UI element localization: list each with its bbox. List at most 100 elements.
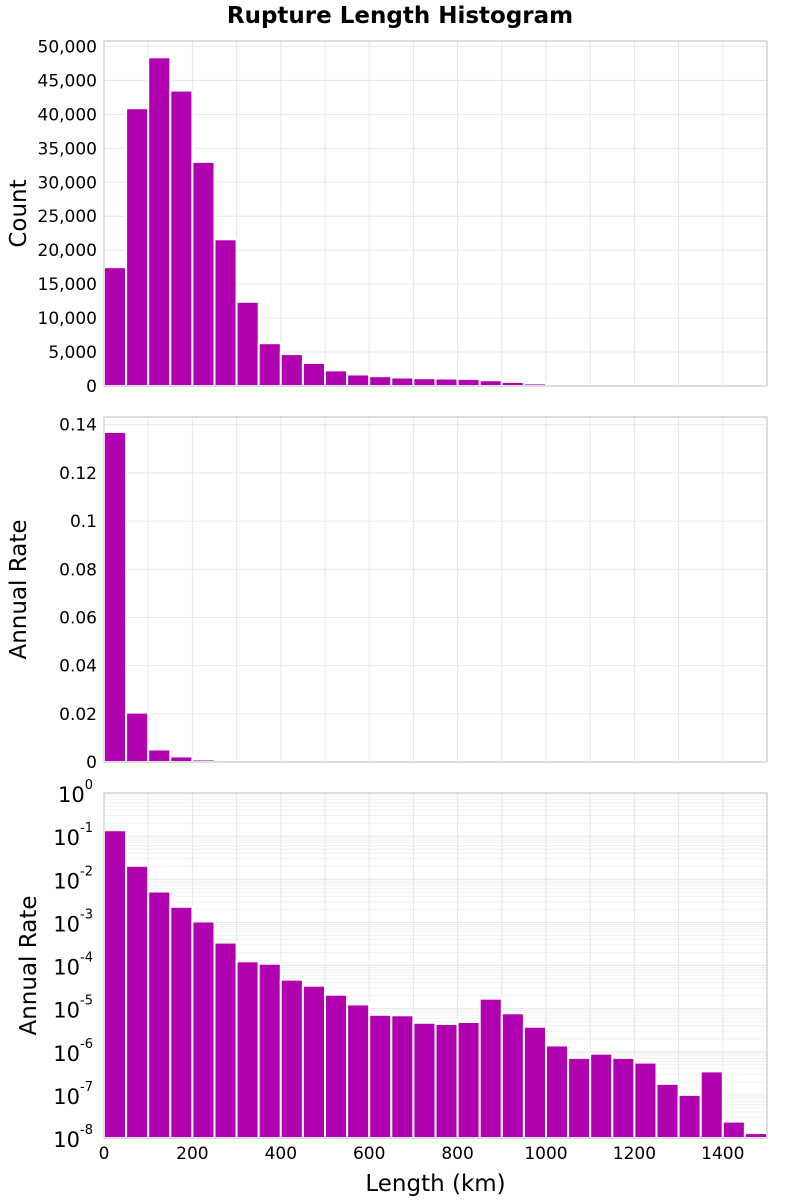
histogram-bar (279, 978, 304, 1140)
y-tick-label: 10-4 (53, 951, 93, 980)
histogram-bar (235, 960, 260, 1139)
histogram-bar (500, 1012, 525, 1140)
y-tick-label: 25,000 (38, 207, 97, 227)
histogram-bar (545, 1044, 570, 1140)
histogram-bar (169, 905, 194, 1140)
histogram-bar (279, 353, 304, 388)
histogram-bar (257, 962, 282, 1140)
histogram-bar (456, 1020, 481, 1139)
count-histogram-panel: 0 5,000 10,000 15,000 20,000 25,000 30,000 35,0… (6, 37, 769, 397)
histogram-bar (235, 300, 260, 388)
histogram-bar (346, 373, 371, 387)
histogram-bar (213, 238, 238, 387)
histogram-bar (721, 1120, 746, 1140)
x-tick-label: 600 (353, 1144, 385, 1164)
chart-title: Rupture Length Histogram (227, 3, 573, 29)
y-tick-label: 10-7 (53, 1080, 93, 1109)
histogram-bar (191, 160, 216, 387)
y-tick-label: 10-6 (53, 1037, 93, 1066)
histogram-bar (213, 941, 238, 1139)
histogram-bar (500, 380, 525, 388)
histogram-bar (191, 920, 216, 1139)
y-tick-label: 0.08 (59, 560, 97, 580)
histogram-bar (301, 984, 326, 1139)
histogram-bar (589, 1052, 614, 1139)
y-axis-title: Annual Rate (16, 896, 42, 1036)
histogram-bar (434, 1023, 459, 1139)
y-tick-label: 15,000 (38, 275, 97, 295)
x-tick-label: 1000 (524, 1144, 567, 1164)
histogram-bar (434, 377, 459, 388)
histogram-bar (412, 1021, 437, 1140)
histogram-bar (456, 377, 481, 387)
histogram-bar (346, 1003, 371, 1139)
y-tick-label: 30,000 (38, 173, 97, 193)
x-tick-label: 800 (441, 1144, 473, 1164)
histogram-bar (390, 376, 415, 388)
x-tick-label: 0 (99, 1144, 110, 1164)
histogram-bar (324, 369, 349, 387)
histogram-bar (125, 711, 150, 763)
plot-frame (103, 792, 768, 1139)
plot-frame (103, 40, 768, 387)
y-tick-label: 0.12 (59, 464, 97, 484)
histogram-bar (633, 1061, 658, 1139)
y-tick-label: 100 (58, 778, 93, 807)
x-tick-label: 400 (265, 1144, 297, 1164)
histogram-bar (147, 56, 172, 387)
y-tick-label: 20,000 (38, 241, 97, 261)
y-axis-title: Annual Rate (6, 520, 32, 660)
histogram-bar (125, 107, 150, 387)
histogram-bar (147, 748, 172, 763)
y-tick-label: 10-2 (53, 864, 93, 893)
histogram-bar (169, 89, 194, 387)
histogram-bar (368, 1013, 393, 1139)
y-tick-label: 10-3 (53, 907, 93, 936)
y-tick-label: 40,000 (38, 105, 97, 125)
histogram-bar (301, 361, 326, 388)
histogram-bar (699, 1070, 724, 1140)
y-tick-label: 0 (86, 753, 97, 773)
y-tick-label: 10-5 (53, 994, 93, 1023)
histogram-bar (169, 755, 194, 764)
histogram-bar (478, 997, 503, 1139)
y-tick-label: 0.02 (59, 705, 97, 725)
histogram-bar (611, 1056, 636, 1140)
annual-rate-log-panel: 100 10-1 10-2 10-3 10-4 10-5 10-6 10-7 10-8 0 200 4… (16, 778, 769, 1197)
x-tick-label: 1200 (613, 1144, 656, 1164)
y-tick-label: 0.1 (70, 512, 97, 532)
y-tick-label: 0.06 (59, 608, 97, 628)
histogram-bar (478, 379, 503, 387)
histogram-bar (412, 377, 437, 388)
y-tick-label: 0 (86, 377, 97, 397)
histogram-bar (743, 1132, 769, 1139)
histogram-bar (368, 375, 393, 387)
histogram-bar (103, 266, 128, 388)
annual-rate-linear-panel: 0 0.02 0.04 0.06 0.08 0.1 0.12 0.14 Annual Rate (6, 416, 769, 773)
y-tick-label: 10-1 (53, 821, 93, 850)
y-tick-label: 35,000 (38, 139, 97, 159)
x-tick-label: 1400 (701, 1144, 744, 1164)
histogram-bar (677, 1093, 702, 1139)
x-tick-label: 200 (176, 1144, 208, 1164)
histogram-bar (103, 430, 128, 763)
histogram-bar (567, 1056, 592, 1140)
y-axis-title: Count (6, 179, 32, 247)
y-tick-label: 0.04 (59, 657, 97, 677)
y-tick-label: 10-8 (53, 1123, 93, 1152)
y-tick-label: 0.14 (59, 416, 97, 436)
histogram-bar (390, 1014, 415, 1140)
histogram-bar (522, 1025, 548, 1139)
y-tick-label: 45,000 (38, 71, 97, 91)
x-axis-title: Length (km) (365, 1171, 505, 1197)
histogram-bar (147, 890, 172, 1140)
plot-frame (103, 416, 768, 763)
histogram-bar (655, 1082, 680, 1139)
histogram-bar (257, 342, 282, 388)
histogram-bar (125, 864, 150, 1139)
y-tick-label: 50,000 (38, 37, 97, 57)
y-tick-label: 10,000 (38, 309, 97, 329)
y-tick-label: 5,000 (48, 343, 97, 363)
histogram-bar (324, 993, 349, 1140)
